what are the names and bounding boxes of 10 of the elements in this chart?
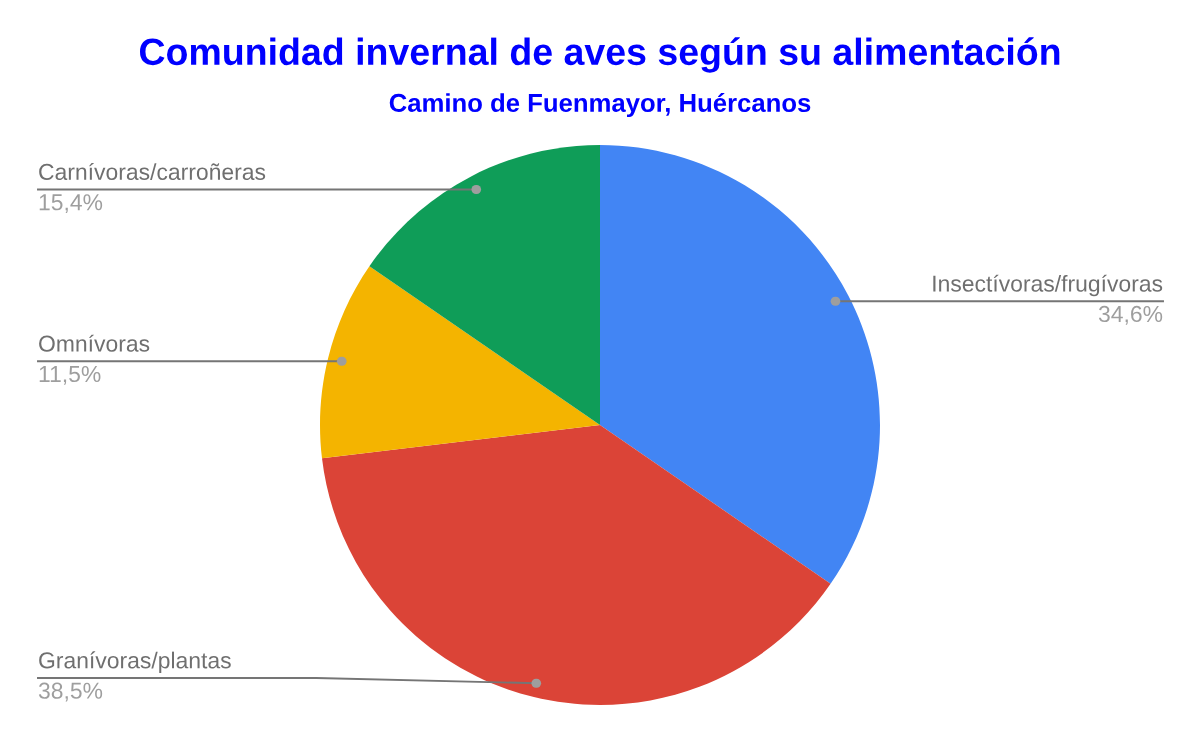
- slice-label: Omnívoras: [39, 334, 150, 352]
- slice-label: Carnívoras/carroñeras: [39, 162, 266, 180]
- slice-label: Granívoras/plantas: [39, 651, 231, 673]
- data-label: 11,5%: [39, 365, 101, 385]
- data-label: 34,6%: [1098, 305, 1163, 325]
- data-label: 15,4%: [39, 194, 103, 214]
- chart-subtitle: Camino de Fuenmayor, Huércanos: [389, 92, 811, 118]
- chart-title: Comunidad invernal de aves según su alimentación: [140, 37, 1060, 73]
- slice-label: Insectívoras/frugívoras: [933, 274, 1163, 297]
- data-label: 38,5%: [38, 682, 103, 702]
